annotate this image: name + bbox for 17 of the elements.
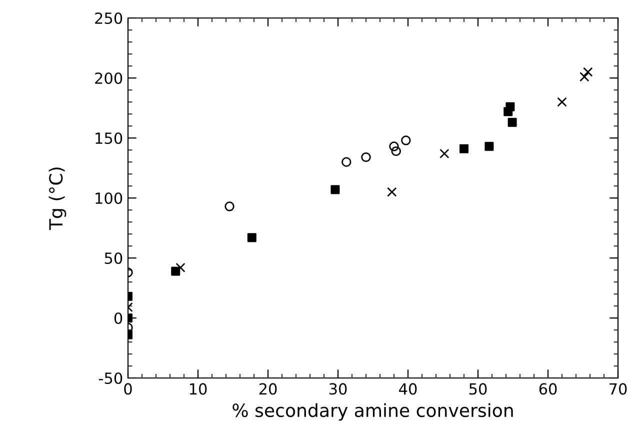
x-tick-label: 10 [190, 383, 207, 395]
x-tick-label: 40 [399, 383, 417, 395]
x-tick-label: 0 [124, 383, 132, 395]
x-tick-label: 50 [469, 383, 487, 395]
x-axis-title: % secondary amine conversion [232, 403, 513, 421]
y-tick-label: 0 [114, 312, 122, 324]
y-tick-label: 200 [95, 72, 122, 84]
y-tick-label: -50 [98, 372, 122, 384]
y-axis-title: Tg (°C) [48, 168, 66, 230]
y-tick-label: 100 [96, 192, 122, 204]
x-tick-label: 70 [610, 383, 627, 395]
x-tick-label: 60 [539, 383, 557, 395]
y-tick-label: 150 [96, 132, 122, 144]
y-tick-label: 50 [104, 252, 122, 264]
y-tick-label: 250 [95, 12, 122, 24]
x-tick-label: 20 [259, 383, 277, 395]
x-tick-label: 30 [329, 383, 347, 395]
